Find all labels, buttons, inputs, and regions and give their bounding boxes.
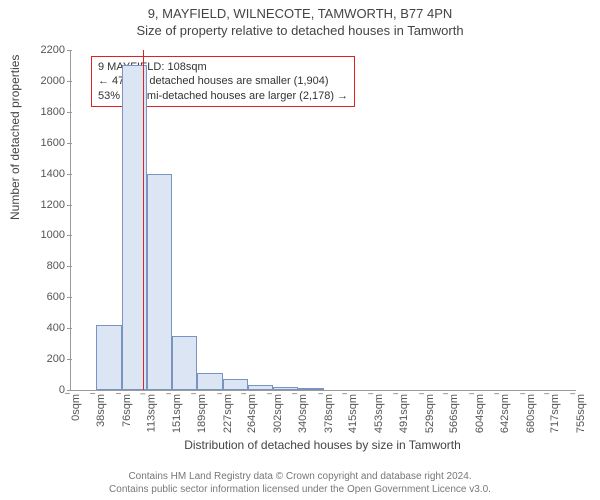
y-tick-label: 2200 [25, 44, 71, 56]
marker-line [143, 50, 144, 390]
footer-text: Contains HM Land Registry data © Crown c… [0, 471, 600, 496]
y-tick-label: 200 [25, 353, 71, 365]
chart-titles: 9, MAYFIELD, WILNECOTE, TAMWORTH, B77 4P… [0, 0, 600, 38]
histogram-bar [147, 174, 172, 390]
plot-region: 9 MAYFIELD: 108sqm ← 47% of detached hou… [70, 50, 576, 391]
y-tick-label: 1600 [25, 137, 71, 149]
y-tick-label: 1800 [25, 106, 71, 118]
x-axis-ticks: 0sqm38sqm76sqm113sqm151sqm189sqm227sqm26… [70, 392, 575, 442]
histogram-bar [223, 379, 248, 390]
y-tick-label: 1200 [25, 199, 71, 211]
x-axis-label: Distribution of detached houses by size … [70, 438, 575, 452]
histogram-bar [248, 385, 273, 390]
footer-line: Contains HM Land Registry data © Crown c… [0, 471, 600, 484]
histogram-bar [96, 325, 121, 390]
y-tick-label: 400 [25, 322, 71, 334]
y-tick-label: 2000 [25, 75, 71, 87]
page-title: 9, MAYFIELD, WILNECOTE, TAMWORTH, B77 4P… [0, 6, 600, 21]
y-tick-label: 0 [25, 384, 71, 396]
histogram-bar [273, 387, 298, 390]
y-axis-label: Number of detached properties [8, 55, 22, 220]
page-subtitle: Size of property relative to detached ho… [0, 23, 600, 38]
x-tick-label: 755sqm [575, 394, 600, 433]
y-tick-label: 800 [25, 260, 71, 272]
y-tick-label: 1000 [25, 229, 71, 241]
chart-area: Number of detached properties 9 MAYFIELD… [0, 40, 600, 440]
histogram-bar [172, 336, 197, 390]
y-tick-label: 1400 [25, 168, 71, 180]
histogram-bar [197, 373, 222, 390]
y-tick-label: 600 [25, 291, 71, 303]
histogram-bar [298, 388, 323, 390]
footer-line: Contains public sector information licen… [0, 484, 600, 497]
